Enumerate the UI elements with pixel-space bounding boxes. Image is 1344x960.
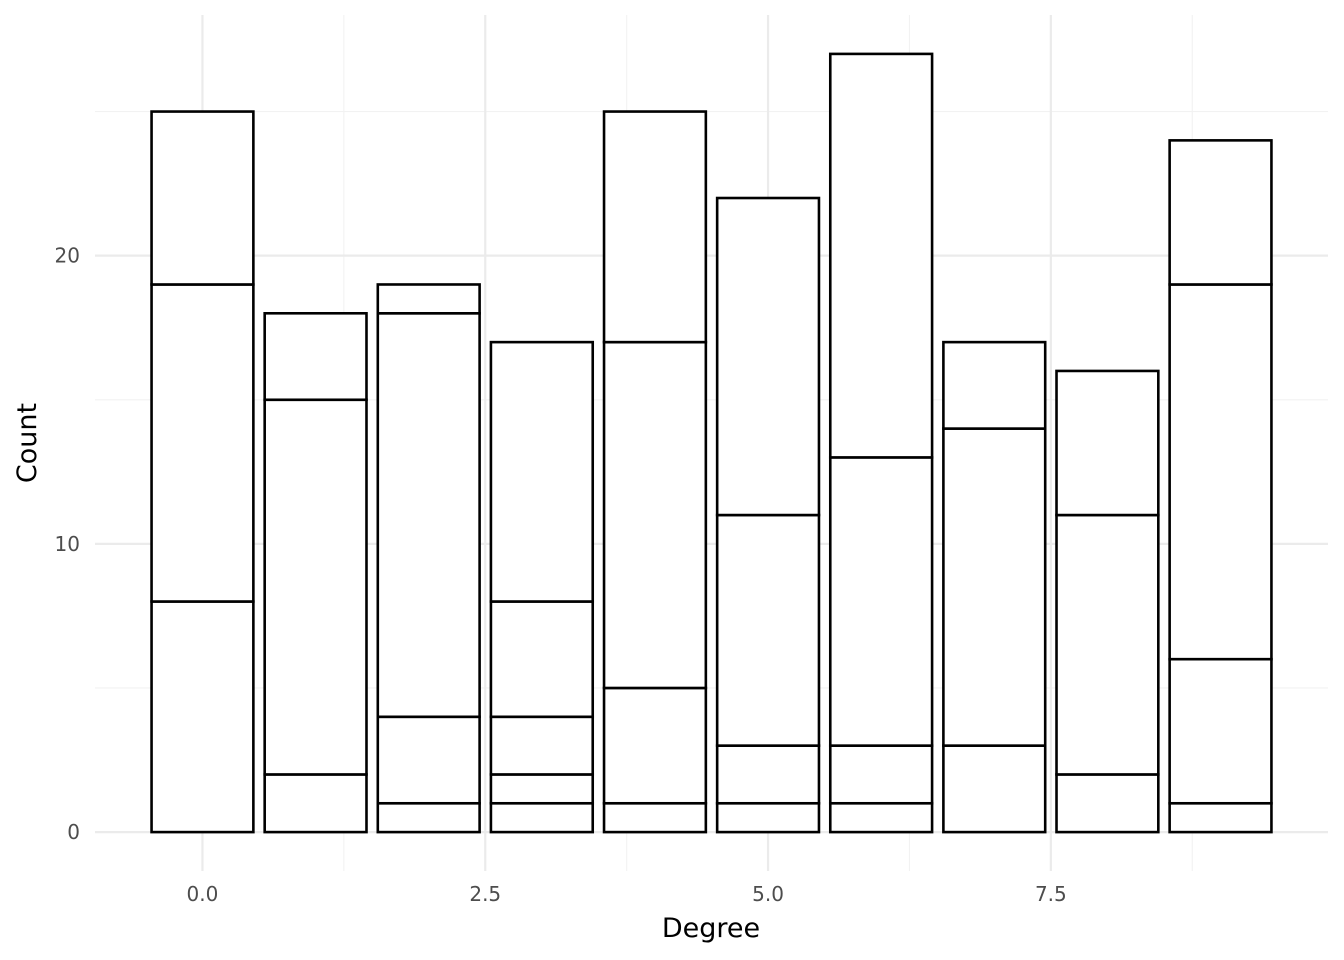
bar-segment: [376, 715, 481, 805]
x-tick-label: 0.0: [187, 882, 219, 906]
bar-segment: [150, 110, 255, 286]
bars: [150, 52, 1273, 834]
bar-segment: [715, 801, 821, 834]
bar-segment: [1055, 369, 1160, 517]
bar-segment: [263, 398, 368, 776]
bar-segment: [715, 744, 821, 805]
bar-segment: [489, 600, 595, 719]
tick-labels: 0.0 2.5 5.0 7.5 0 10 20: [55, 244, 1067, 906]
bar-segment: [1168, 657, 1273, 805]
bar-segment: [828, 52, 934, 459]
bar-segment: [263, 312, 368, 402]
x-tick-label: 5.0: [752, 882, 784, 906]
bar-segment: [715, 513, 821, 747]
x-axis-title: Degree: [662, 913, 760, 944]
bar-segment: [715, 196, 821, 517]
bar-segment: [1168, 139, 1273, 286]
bar-segment: [1055, 773, 1160, 834]
y-tick-label: 0: [67, 820, 80, 844]
bar-segment: [602, 801, 708, 834]
bar-segment: [828, 744, 934, 805]
bar-segment: [489, 773, 595, 805]
y-tick-label: 10: [55, 532, 80, 556]
bar-segment: [942, 744, 1047, 834]
bar-segment: [489, 715, 595, 776]
bar-segment: [489, 340, 595, 603]
bar-segment: [942, 427, 1047, 747]
bar-segment: [376, 801, 481, 834]
bar-segment: [489, 801, 595, 834]
bar-segment: [602, 340, 708, 690]
bar-segment: [602, 110, 708, 344]
bar-segment: [376, 283, 481, 315]
x-tick-label: 2.5: [469, 882, 501, 906]
bar-segment: [1168, 801, 1273, 834]
y-axis-title: Count: [12, 403, 43, 483]
bar-segment: [942, 340, 1047, 430]
bar-segment: [602, 686, 708, 805]
bar-segment: [1055, 513, 1160, 776]
bar-segment: [150, 283, 255, 603]
bar-segment: [150, 600, 255, 834]
y-tick-label: 20: [55, 244, 80, 268]
bar-segment: [263, 773, 368, 834]
bar-segment: [828, 801, 934, 834]
bar-segment: [1168, 283, 1273, 661]
bar-segment: [376, 312, 481, 719]
bar-segment: [828, 456, 934, 747]
x-tick-label: 7.5: [1035, 882, 1067, 906]
